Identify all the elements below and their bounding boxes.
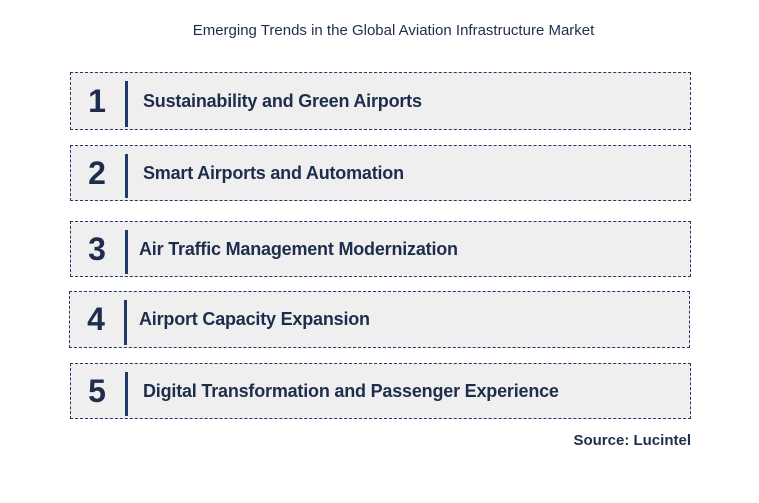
trend-number: 2 [88, 154, 106, 191]
trend-number: 1 [88, 82, 106, 119]
trend-number: 4 [87, 301, 105, 337]
divider-bar [125, 81, 128, 127]
trend-number: 3 [88, 230, 106, 267]
trend-item-4: 4 Airport Capacity Expansion [69, 291, 690, 348]
trend-label: Airport Capacity Expansion [139, 309, 370, 329]
trend-item-3: 3 Air Traffic Management Modernization [70, 221, 691, 277]
trend-label: Air Traffic Management Modernization [139, 238, 458, 259]
trend-item-5: 5 Digital Transformation and Passenger E… [70, 363, 691, 419]
divider-bar [125, 230, 128, 274]
divider-bar [124, 300, 127, 345]
divider-bar [125, 372, 128, 416]
trend-number: 5 [88, 372, 106, 409]
trend-item-1: 1 Sustainability and Green Airports [70, 72, 691, 130]
trend-label: Digital Transformation and Passenger Exp… [143, 380, 559, 401]
source-note: Source: Lucintel [573, 432, 691, 449]
divider-bar [125, 154, 128, 198]
trend-item-2: 2 Smart Airports and Automation [70, 145, 691, 201]
trend-label: Smart Airports and Automation [143, 162, 404, 183]
page-title: Emerging Trends in the Global Aviation I… [192, 22, 595, 39]
trend-label: Sustainability and Green Airports [143, 90, 422, 111]
